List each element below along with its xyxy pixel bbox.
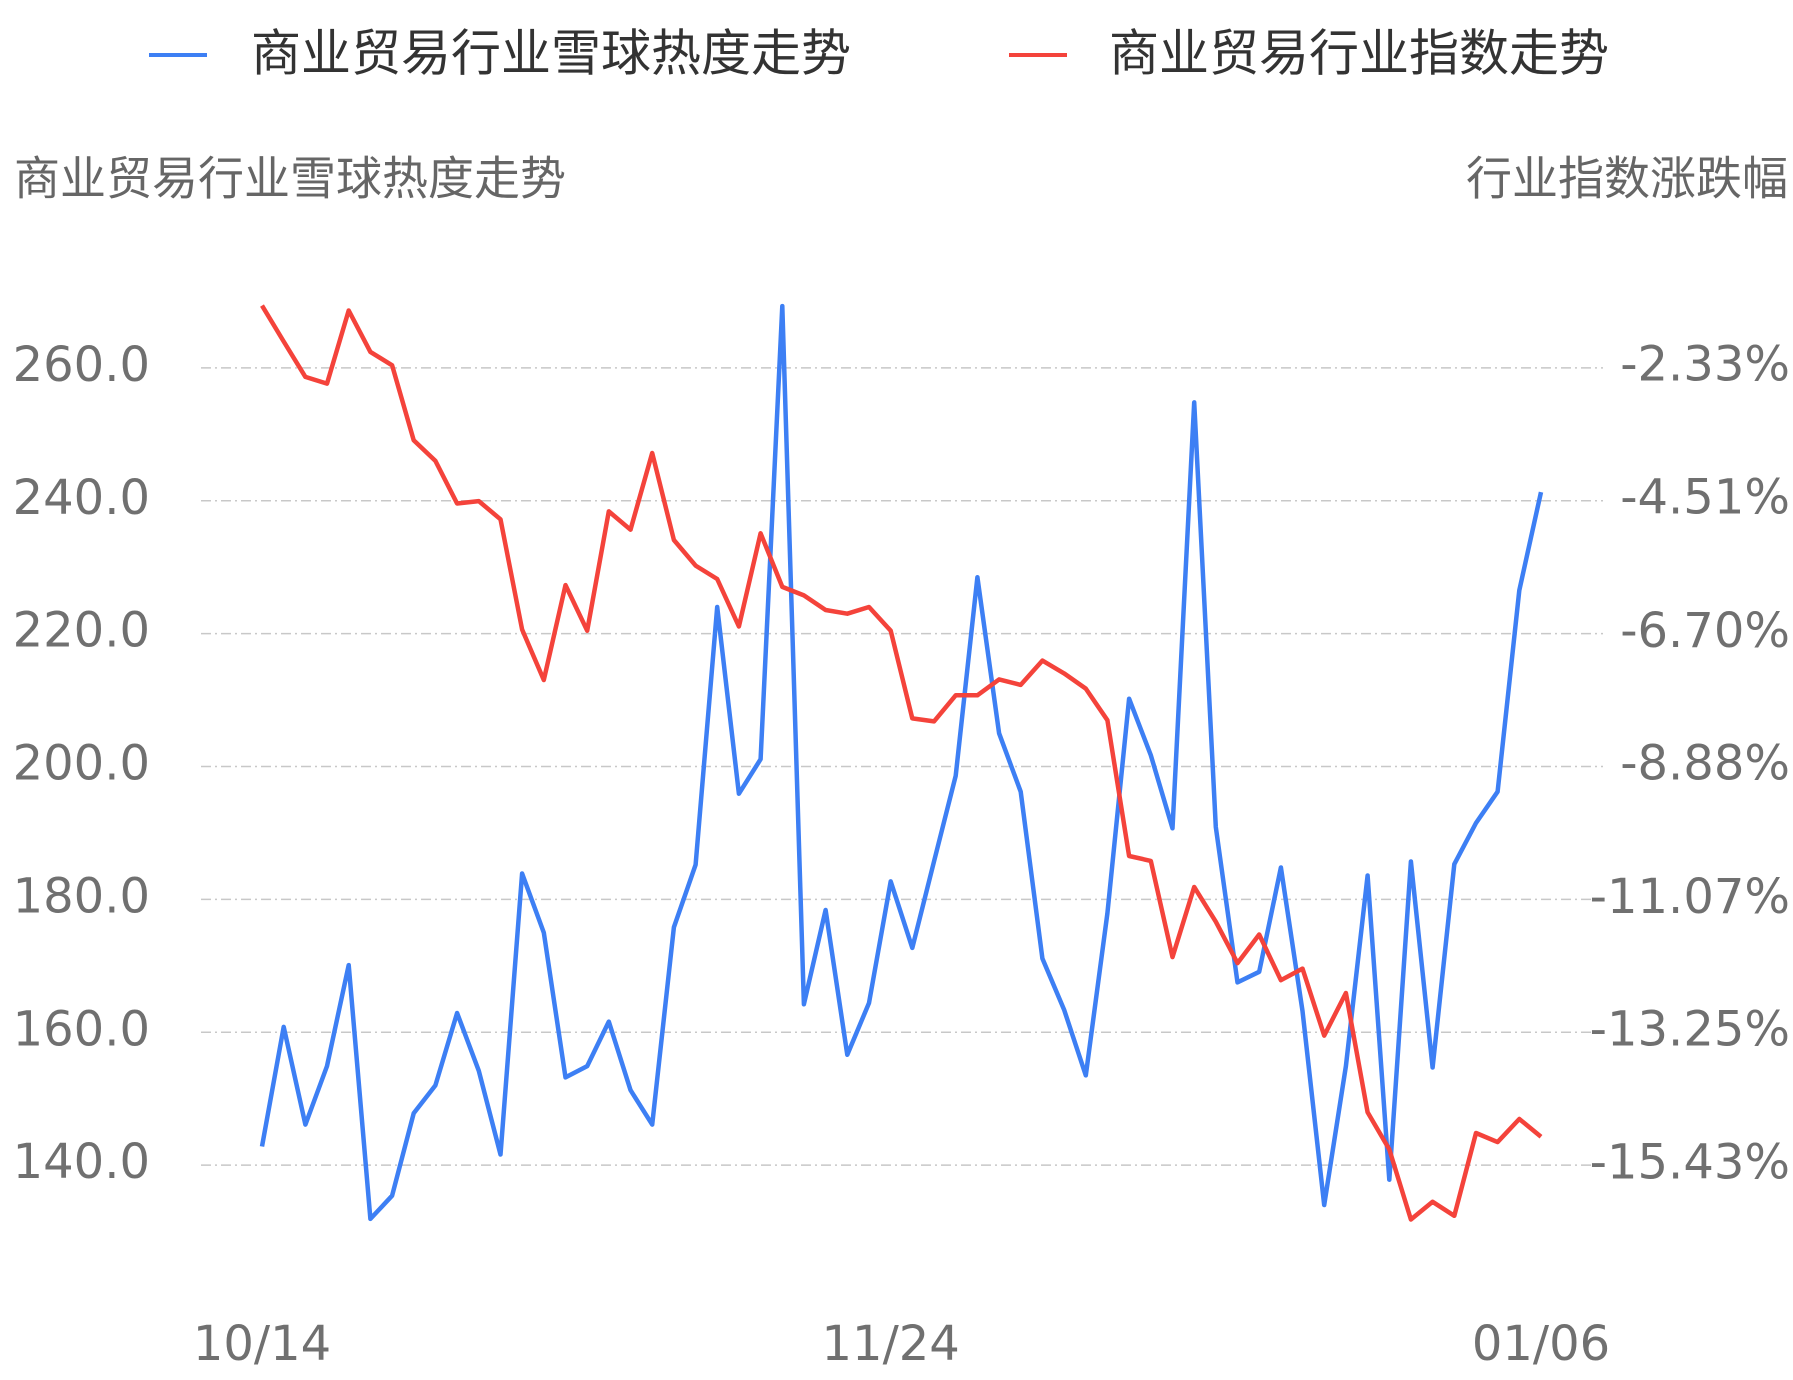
y2-axis-title: 行业指数涨跌幅 <box>1466 152 1788 206</box>
x-tick-label: 11/24 <box>821 1316 959 1372</box>
y2-tick-label: -13.25% <box>1590 1002 1790 1058</box>
y2-tick-label: -11.07% <box>1590 869 1790 925</box>
y-tick-label: 240.0 <box>13 470 150 526</box>
y2-tick-label: -2.33% <box>1620 337 1790 393</box>
y-tick-label: 140.0 <box>13 1134 150 1190</box>
legend-label: 商业贸易行业指数走势 <box>1109 25 1609 83</box>
y-tick-label: 180.0 <box>13 868 150 924</box>
y2-tick-label: -6.70% <box>1620 603 1790 659</box>
y-tick-label: 260.0 <box>13 337 150 393</box>
y-axis-title: 商业贸易行业雪球热度走势 <box>14 152 566 206</box>
legend-label: 商业贸易行业雪球热度走势 <box>251 25 851 83</box>
data-line <box>260 304 1543 1222</box>
y2-tick-label: -8.88% <box>1620 736 1790 792</box>
x-tick-label: 01/06 <box>1472 1316 1610 1372</box>
x-tick-label: 10/14 <box>193 1316 331 1372</box>
data-line <box>259 303 1544 1222</box>
y2-tick-label: -4.51% <box>1620 469 1790 525</box>
y-tick-label: 160.0 <box>13 1001 150 1057</box>
y-tick-label: 200.0 <box>13 736 150 792</box>
y2-tick-label: -15.43% <box>1590 1134 1790 1190</box>
y-tick-label: 220.0 <box>13 603 150 659</box>
